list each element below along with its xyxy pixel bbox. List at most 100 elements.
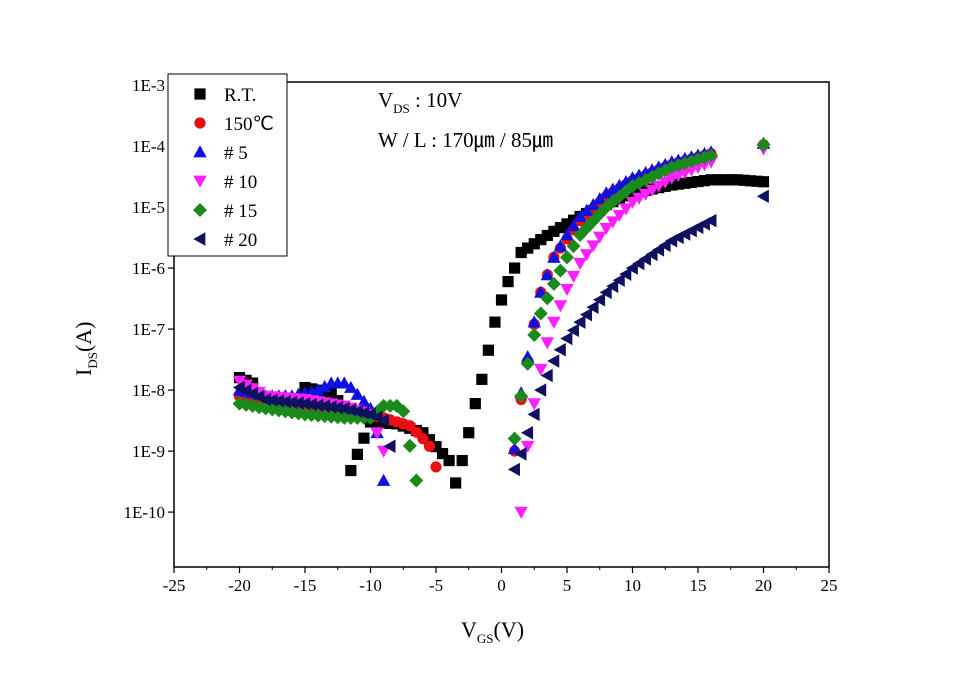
data-point bbox=[489, 316, 501, 328]
data-point bbox=[540, 268, 555, 281]
data-point bbox=[704, 213, 717, 228]
data-point bbox=[547, 250, 561, 263]
y-tick-label: 1E-3 bbox=[132, 76, 165, 95]
data-point bbox=[507, 462, 520, 477]
x-tick-label: -15 bbox=[294, 576, 317, 595]
data-point bbox=[527, 327, 542, 342]
x-tick-labels: -25 -20 -15 -10 -5 0 5 10 15 20 25 bbox=[163, 576, 838, 595]
data-point bbox=[351, 448, 363, 460]
data-point bbox=[528, 238, 540, 250]
data-point bbox=[272, 394, 285, 408]
data-point bbox=[612, 209, 627, 222]
data-point bbox=[540, 368, 553, 383]
data-point bbox=[712, 174, 724, 186]
data-point bbox=[738, 174, 750, 186]
axis-ticks bbox=[168, 84, 830, 573]
x-tick-label: 25 bbox=[821, 576, 838, 595]
data-point bbox=[547, 316, 561, 329]
data-point bbox=[527, 407, 540, 422]
data-point bbox=[476, 373, 488, 385]
data-point bbox=[514, 506, 528, 519]
data-point bbox=[430, 461, 442, 473]
data-point bbox=[679, 177, 691, 189]
data-point bbox=[463, 427, 475, 439]
annotation-wl: W / L : 170㎛ / 85㎛ bbox=[378, 128, 553, 153]
data-point bbox=[553, 343, 566, 357]
y-axis-title: IDS(A) bbox=[71, 322, 100, 377]
y-tick-label: 1E-10 bbox=[123, 503, 165, 522]
data-point bbox=[436, 447, 449, 460]
data-point bbox=[337, 376, 352, 389]
y-tick-labels: 1E-3 1E-4 1E-5 1E-6 1E-7 1E-8 1E-9 1E-10 bbox=[123, 76, 165, 522]
data-point bbox=[633, 186, 645, 198]
data-point bbox=[560, 331, 573, 346]
x-tick-label: -10 bbox=[359, 576, 382, 595]
data-point bbox=[579, 307, 593, 322]
data-point bbox=[606, 216, 620, 229]
data-point bbox=[612, 273, 625, 287]
data-point bbox=[548, 225, 560, 237]
data-points bbox=[232, 136, 771, 519]
data-point bbox=[507, 441, 522, 454]
data-point bbox=[520, 426, 534, 440]
data-point bbox=[417, 427, 429, 439]
data-point bbox=[247, 377, 259, 389]
data-point bbox=[586, 300, 599, 314]
series-5 bbox=[232, 189, 769, 477]
data-point bbox=[514, 388, 529, 403]
data-point bbox=[560, 228, 574, 241]
data-point bbox=[370, 427, 384, 440]
data-point bbox=[417, 433, 429, 445]
data-point bbox=[731, 174, 743, 186]
legend: R.T. 150℃ # 5 # 10 # 15 # 20 bbox=[167, 73, 288, 257]
y-tick-label: 1E-8 bbox=[132, 381, 165, 400]
data-point bbox=[560, 283, 574, 296]
data-point bbox=[311, 383, 325, 396]
data-point bbox=[573, 315, 586, 329]
data-point bbox=[560, 250, 574, 265]
data-point bbox=[502, 276, 514, 288]
data-point bbox=[546, 276, 561, 291]
data-point bbox=[344, 403, 357, 417]
data-point bbox=[402, 438, 417, 453]
data-point bbox=[358, 432, 370, 444]
data-point bbox=[515, 246, 527, 259]
x-tick-label: -20 bbox=[228, 576, 251, 595]
data-point bbox=[645, 184, 659, 197]
data-point bbox=[599, 186, 614, 199]
legend-marker bbox=[194, 88, 206, 100]
data-point bbox=[566, 239, 581, 254]
y-tick-label: 1E-4 bbox=[132, 137, 166, 156]
data-point bbox=[376, 473, 391, 486]
data-point bbox=[534, 383, 547, 397]
data-point bbox=[317, 399, 331, 413]
data-point bbox=[566, 270, 581, 283]
data-point bbox=[396, 404, 411, 419]
data-point bbox=[718, 174, 730, 186]
data-point bbox=[357, 394, 371, 407]
data-point bbox=[553, 300, 568, 313]
x-tick-label: -25 bbox=[163, 576, 186, 595]
data-point bbox=[291, 396, 304, 410]
data-point bbox=[638, 188, 653, 201]
data-point bbox=[586, 240, 600, 253]
legend-label: # 15 bbox=[224, 201, 257, 222]
data-point bbox=[705, 174, 717, 186]
data-point bbox=[553, 263, 568, 278]
data-point bbox=[522, 242, 534, 254]
data-point bbox=[469, 398, 481, 410]
data-point bbox=[573, 257, 587, 270]
data-point bbox=[541, 229, 553, 242]
data-point bbox=[553, 239, 568, 252]
legend-marker bbox=[193, 145, 207, 158]
data-point bbox=[527, 315, 541, 328]
data-point bbox=[376, 413, 389, 427]
data-point bbox=[757, 176, 770, 188]
data-point bbox=[423, 434, 436, 446]
data-point bbox=[651, 180, 666, 193]
data-point bbox=[409, 473, 424, 488]
data-point bbox=[258, 392, 272, 407]
x-axis-title: VGS(V) bbox=[461, 617, 524, 646]
data-point bbox=[540, 337, 555, 350]
